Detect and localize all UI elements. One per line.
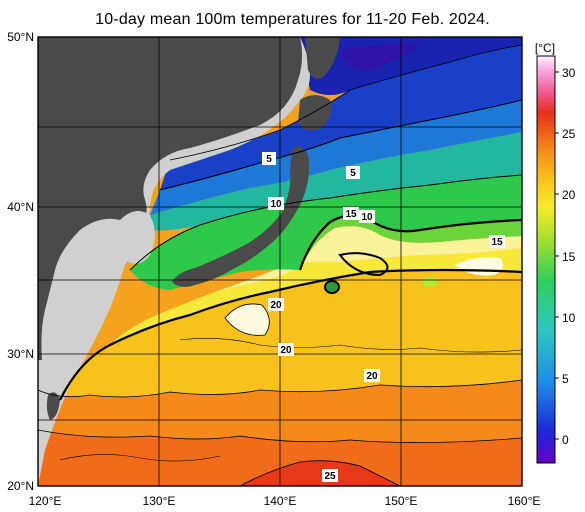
colorbar-tick-label: 5 — [562, 372, 569, 386]
svg-text:10: 10 — [361, 212, 373, 223]
lon-label: 140°E — [264, 494, 297, 508]
isotherm-contours — [38, 44, 522, 486]
korean-peninsula — [119, 211, 155, 264]
svg-text:5: 5 — [350, 168, 356, 179]
japan-islands — [172, 95, 332, 287]
map-title: 10-day mean 100m temperatures for 11-20 … — [95, 11, 490, 28]
contour-label: 20 — [268, 298, 284, 311]
svg-text:20: 20 — [366, 371, 378, 382]
land-mass — [38, 37, 303, 360]
contour-labels: 5 5 10 10 15 15 20 20 — [262, 152, 505, 482]
colorbar-tick-label: 25 — [562, 127, 576, 141]
lat-label: 40°N — [7, 200, 34, 214]
svg-text:25: 25 — [324, 471, 336, 482]
map-frame — [37, 36, 523, 487]
taiwan-island — [46, 392, 60, 420]
kamchatka-region — [305, 37, 340, 79]
contour-label: 5 — [346, 166, 360, 179]
lat-label: 50°N — [7, 30, 34, 44]
contour-label: 10 — [359, 210, 375, 223]
svg-text:20: 20 — [270, 300, 282, 311]
svg-text:5: 5 — [266, 154, 272, 165]
svg-text:15: 15 — [491, 237, 503, 248]
latitude-labels: 50°N 40°N 30°N 20°N — [7, 30, 34, 493]
contour-label: 5 — [262, 152, 276, 165]
lon-label: 160°E — [508, 494, 541, 508]
colorbar-tick-label: 10 — [562, 311, 576, 325]
contour-label: 10 — [268, 197, 284, 210]
colorbar-tick-label: 0 — [562, 433, 569, 447]
svg-text:20: 20 — [280, 345, 292, 356]
contour-label: 15 — [489, 235, 505, 248]
colorbar: [°C] 30 25 20 15 10 5 0 — [535, 41, 576, 464]
colorbar-ticks: 30 25 20 15 10 5 0 — [555, 66, 576, 447]
svg-text:15: 15 — [345, 209, 357, 220]
colorbar-gradient — [536, 55, 556, 464]
lat-label: 30°N — [7, 347, 34, 361]
svg-text:10: 10 — [270, 199, 282, 210]
lon-label: 120°E — [29, 494, 62, 508]
lon-label: 130°E — [143, 494, 176, 508]
contour-label: 25 — [322, 469, 338, 482]
contour-label: 20 — [278, 343, 294, 356]
colorbar-tick-label: 20 — [562, 188, 576, 202]
lat-label: 20°N — [7, 479, 34, 493]
contour-label: 20 — [364, 369, 380, 382]
longitude-labels: 120°E 130°E 140°E 150°E 160°E — [29, 494, 541, 508]
colorbar-tick-label: 15 — [562, 250, 576, 264]
contour-label: 15 — [343, 207, 359, 220]
lon-label: 150°E — [385, 494, 418, 508]
colorbar-unit: [°C] — [535, 41, 555, 55]
colorbar-tick-label: 30 — [562, 66, 576, 80]
